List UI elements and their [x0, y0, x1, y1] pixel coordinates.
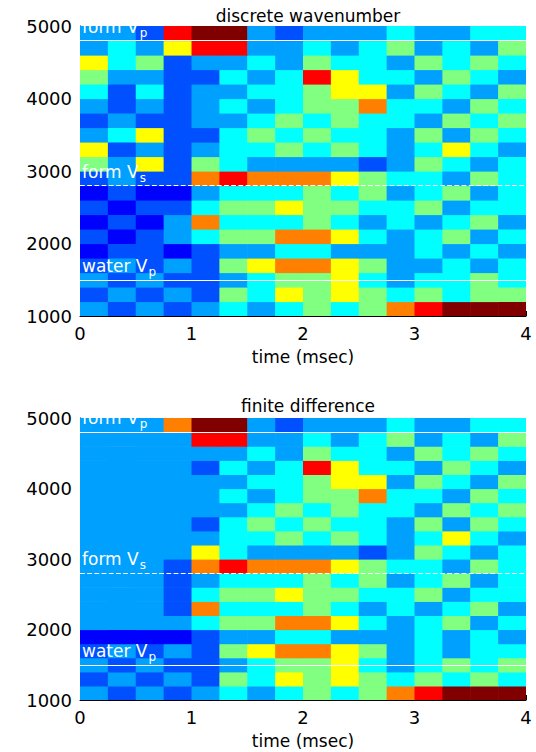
svg-text:p: p	[140, 417, 148, 431]
svg-text:water V: water V	[82, 256, 148, 276]
svg-text:0: 0	[74, 323, 85, 344]
svg-text:form V: form V	[82, 408, 139, 428]
svg-text:0: 0	[74, 707, 85, 728]
svg-text:2: 2	[297, 323, 308, 344]
svg-text:p: p	[148, 265, 156, 279]
svg-text:1: 1	[186, 707, 197, 728]
svg-text:form V: form V	[82, 17, 139, 37]
svg-text:p: p	[148, 650, 156, 664]
svg-text:4000: 4000	[26, 478, 72, 499]
svg-text:3: 3	[409, 323, 420, 344]
svg-text:p: p	[140, 26, 148, 40]
svg-text:s: s	[140, 171, 146, 185]
svg-text:4: 4	[520, 707, 531, 728]
svg-text:5000: 5000	[26, 408, 72, 429]
svg-text:2000: 2000	[26, 619, 72, 640]
svg-text:1000: 1000	[26, 306, 72, 327]
svg-text:3000: 3000	[26, 161, 72, 182]
svg-text:1000: 1000	[26, 690, 72, 711]
svg-text:discrete wavenumber: discrete wavenumber	[216, 6, 401, 26]
svg-text:2: 2	[297, 707, 308, 728]
svg-text:water V: water V	[82, 641, 148, 661]
svg-text:3000: 3000	[26, 549, 72, 570]
svg-text:5000: 5000	[26, 16, 72, 37]
svg-text:finite difference: finite difference	[241, 396, 375, 416]
svg-text:s: s	[140, 558, 146, 572]
svg-text:time (msec): time (msec)	[252, 731, 354, 751]
svg-text:2000: 2000	[26, 233, 72, 254]
svg-text:3: 3	[409, 707, 420, 728]
svg-text:form V: form V	[82, 162, 139, 182]
svg-text:4000: 4000	[26, 88, 72, 109]
svg-text:time (msec): time (msec)	[252, 347, 354, 367]
svg-text:form V: form V	[82, 549, 139, 569]
svg-text:1: 1	[186, 323, 197, 344]
svg-text:4: 4	[520, 323, 531, 344]
